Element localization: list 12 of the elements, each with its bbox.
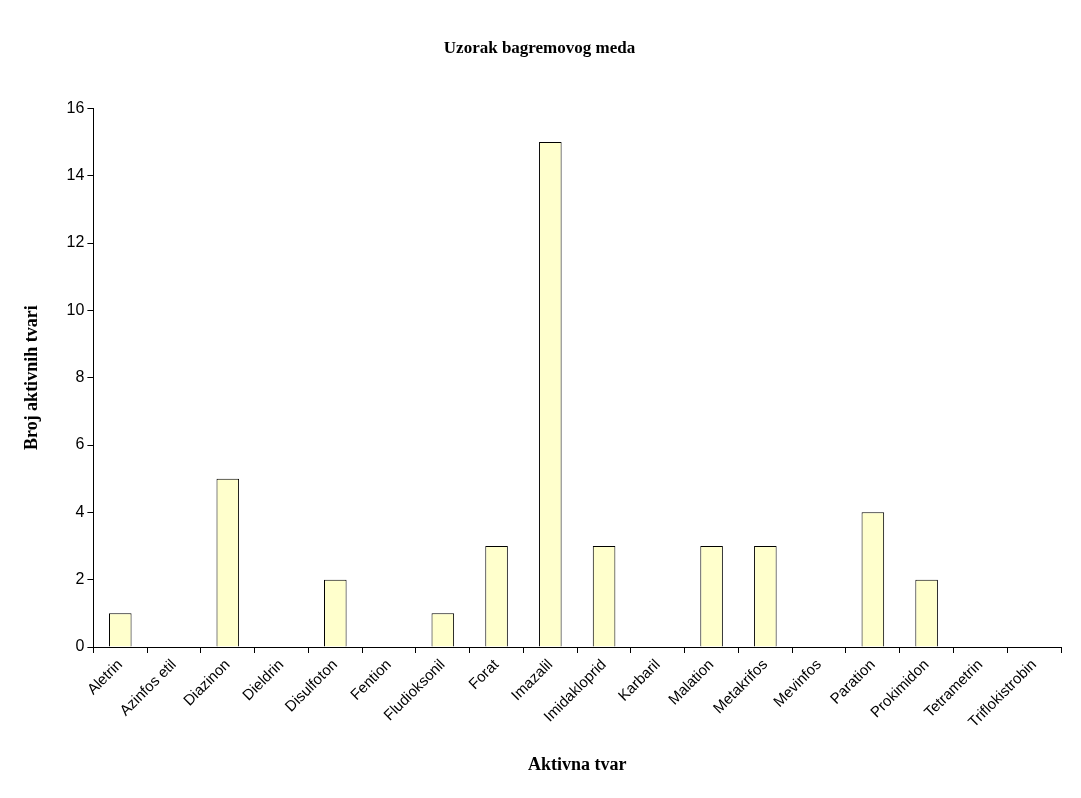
y-tick-label: 4 xyxy=(75,502,85,520)
y-tick-label: 12 xyxy=(66,233,85,251)
y-axis-title: Broj aktivnih tvari xyxy=(21,305,42,451)
y-tick-label: 14 xyxy=(66,166,85,184)
y-tick-label: 10 xyxy=(66,300,85,318)
x-axis-title: Aktivna tvar xyxy=(527,753,627,774)
y-tick-label: 0 xyxy=(75,637,85,655)
y-tick-label: 8 xyxy=(75,368,85,386)
y-tick-label: 2 xyxy=(75,570,85,588)
y-tick-label: 6 xyxy=(75,435,85,453)
y-tick-label: 16 xyxy=(66,98,85,116)
chart-title: Uzorak bagremovog meda xyxy=(443,37,636,57)
